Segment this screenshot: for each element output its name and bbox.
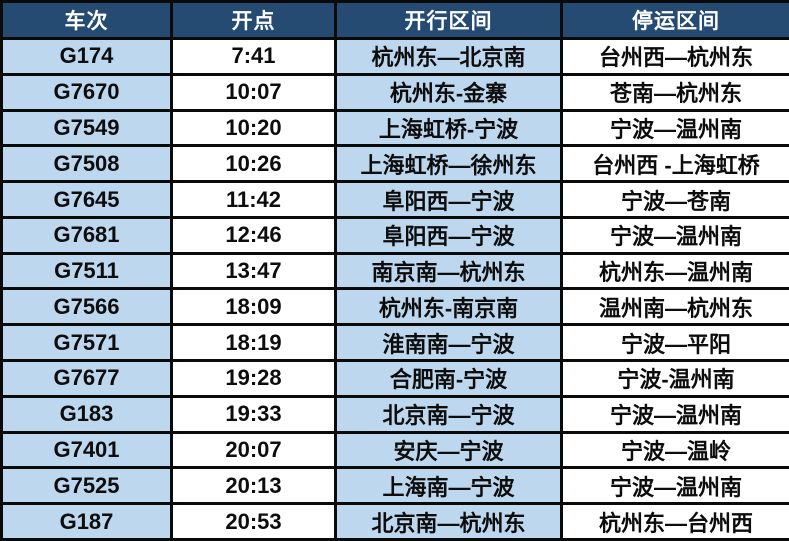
operating-section-cell: 阜阳西—宁波 — [334, 215, 563, 255]
suspended-section-cell: 苍南—杭州东 — [560, 72, 789, 112]
operating-section-cell: 北京南—杭州东 — [334, 502, 563, 541]
suspended-section-cell: 台州西—杭州东 — [560, 37, 789, 76]
suspended-section-cell: 杭州东—台州西 — [560, 502, 789, 541]
train-no-cell: G7511 — [0, 251, 173, 291]
table-row: G7670 10:07 杭州东-金寨 苍南—杭州东 — [0, 72, 789, 112]
table-body: G174 7:41 杭州东—北京南 台州西—杭州东 G7670 10:07 杭州东-金寨 苍南… — [0, 37, 789, 541]
train-no-cell: G7401 — [0, 430, 173, 470]
table-row: G7645 11:42 阜阳西—宁波 宁波—苍南 — [0, 180, 789, 219]
train-no-cell: G7508 — [0, 144, 173, 184]
train-no-cell: G7549 — [0, 108, 173, 148]
depart-time-cell: 19:33 — [170, 394, 337, 434]
table-row: G7508 10:26 上海虹桥—徐州东 台州西 -上海虹桥 — [0, 144, 789, 184]
depart-time-cell: 18:19 — [170, 323, 337, 363]
suspended-section-cell: 宁波-温州南 — [560, 359, 789, 398]
operating-section-cell: 南京南—杭州东 — [334, 251, 563, 291]
train-no-cell: G7677 — [0, 359, 173, 398]
depart-time-cell: 10:07 — [170, 72, 337, 112]
depart-time-cell: 20:07 — [170, 430, 337, 470]
train-no-cell: G7525 — [0, 466, 173, 506]
depart-time-cell: 11:42 — [170, 180, 337, 219]
depart-time-cell: 20:13 — [170, 466, 337, 506]
suspended-section-cell: 宁波—温州南 — [560, 394, 789, 434]
table-row: G7549 10:20 上海虹桥-宁波 宁波—温州南 — [0, 108, 789, 148]
depart-time-cell: 19:28 — [170, 359, 337, 398]
operating-section-cell: 杭州东-金寨 — [334, 72, 563, 112]
train-no-cell: G7645 — [0, 180, 173, 219]
table-row: G7681 12:46 阜阳西—宁波 宁波—温州南 — [0, 215, 789, 255]
suspended-section-cell: 宁波—温州南 — [560, 466, 789, 506]
table-row: G7677 19:28 合肥南-宁波 宁波-温州南 — [0, 359, 789, 398]
suspended-section-cell: 宁波—温岭 — [560, 430, 789, 470]
suspended-section-cell: 宁波—苍南 — [560, 180, 789, 219]
table-row: G7511 13:47 南京南—杭州东 杭州东—温州南 — [0, 251, 789, 291]
depart-time-cell: 18:09 — [170, 287, 337, 327]
header-train-no: 车次 — [0, 0, 173, 40]
table-header: 车次 开点 开行区间 停运区间 — [0, 0, 789, 40]
suspended-section-cell: 宁波—温州南 — [560, 108, 789, 148]
train-no-cell: G7681 — [0, 215, 173, 255]
operating-section-cell: 合肥南-宁波 — [334, 359, 563, 398]
depart-time-cell: 10:20 — [170, 108, 337, 148]
operating-section-cell: 杭州东—北京南 — [334, 37, 563, 76]
operating-section-cell: 安庆—宁波 — [334, 430, 563, 470]
table-row: G187 20:53 北京南—杭州东 杭州东—台州西 — [0, 502, 789, 541]
train-no-cell: G7571 — [0, 323, 173, 363]
depart-time-cell: 13:47 — [170, 251, 337, 291]
suspended-section-cell: 杭州东—温州南 — [560, 251, 789, 291]
suspended-section-cell: 宁波—平阳 — [560, 323, 789, 363]
table-row: G7571 18:19 淮南南—宁波 宁波—平阳 — [0, 323, 789, 363]
train-no-cell: G174 — [0, 37, 173, 76]
header-depart-time: 开点 — [170, 0, 337, 40]
table-row: G7401 20:07 安庆—宁波 宁波—温岭 — [0, 430, 789, 470]
train-no-cell: G183 — [0, 394, 173, 434]
train-no-cell: G7670 — [0, 72, 173, 112]
train-no-cell: G7566 — [0, 287, 173, 327]
depart-time-cell: 7:41 — [170, 37, 337, 76]
suspended-section-cell: 台州西 -上海虹桥 — [560, 144, 789, 184]
table-row: G183 19:33 北京南—宁波 宁波—温州南 — [0, 394, 789, 434]
operating-section-cell: 上海南—宁波 — [334, 466, 563, 506]
header-operating-section: 开行区间 — [334, 0, 563, 40]
suspended-section-cell: 温州南—杭州东 — [560, 287, 789, 327]
operating-section-cell: 上海虹桥-宁波 — [334, 108, 563, 148]
header-row: 车次 开点 开行区间 停运区间 — [0, 0, 789, 40]
depart-time-cell: 12:46 — [170, 215, 337, 255]
operating-section-cell: 淮南南—宁波 — [334, 323, 563, 363]
depart-time-cell: 20:53 — [170, 502, 337, 541]
header-suspended-section: 停运区间 — [560, 0, 789, 40]
operating-section-cell: 阜阳西—宁波 — [334, 180, 563, 219]
table-row: G174 7:41 杭州东—北京南 台州西—杭州东 — [0, 37, 789, 76]
operating-section-cell: 北京南—宁波 — [334, 394, 563, 434]
operating-section-cell: 上海虹桥—徐州东 — [334, 144, 563, 184]
train-no-cell: G187 — [0, 502, 173, 541]
operating-section-cell: 杭州东-南京南 — [334, 287, 563, 327]
suspended-section-cell: 宁波—温州南 — [560, 215, 789, 255]
table-row: G7566 18:09 杭州东-南京南 温州南—杭州东 — [0, 287, 789, 327]
table-row: G7525 20:13 上海南—宁波 宁波—温州南 — [0, 466, 789, 506]
depart-time-cell: 10:26 — [170, 144, 337, 184]
